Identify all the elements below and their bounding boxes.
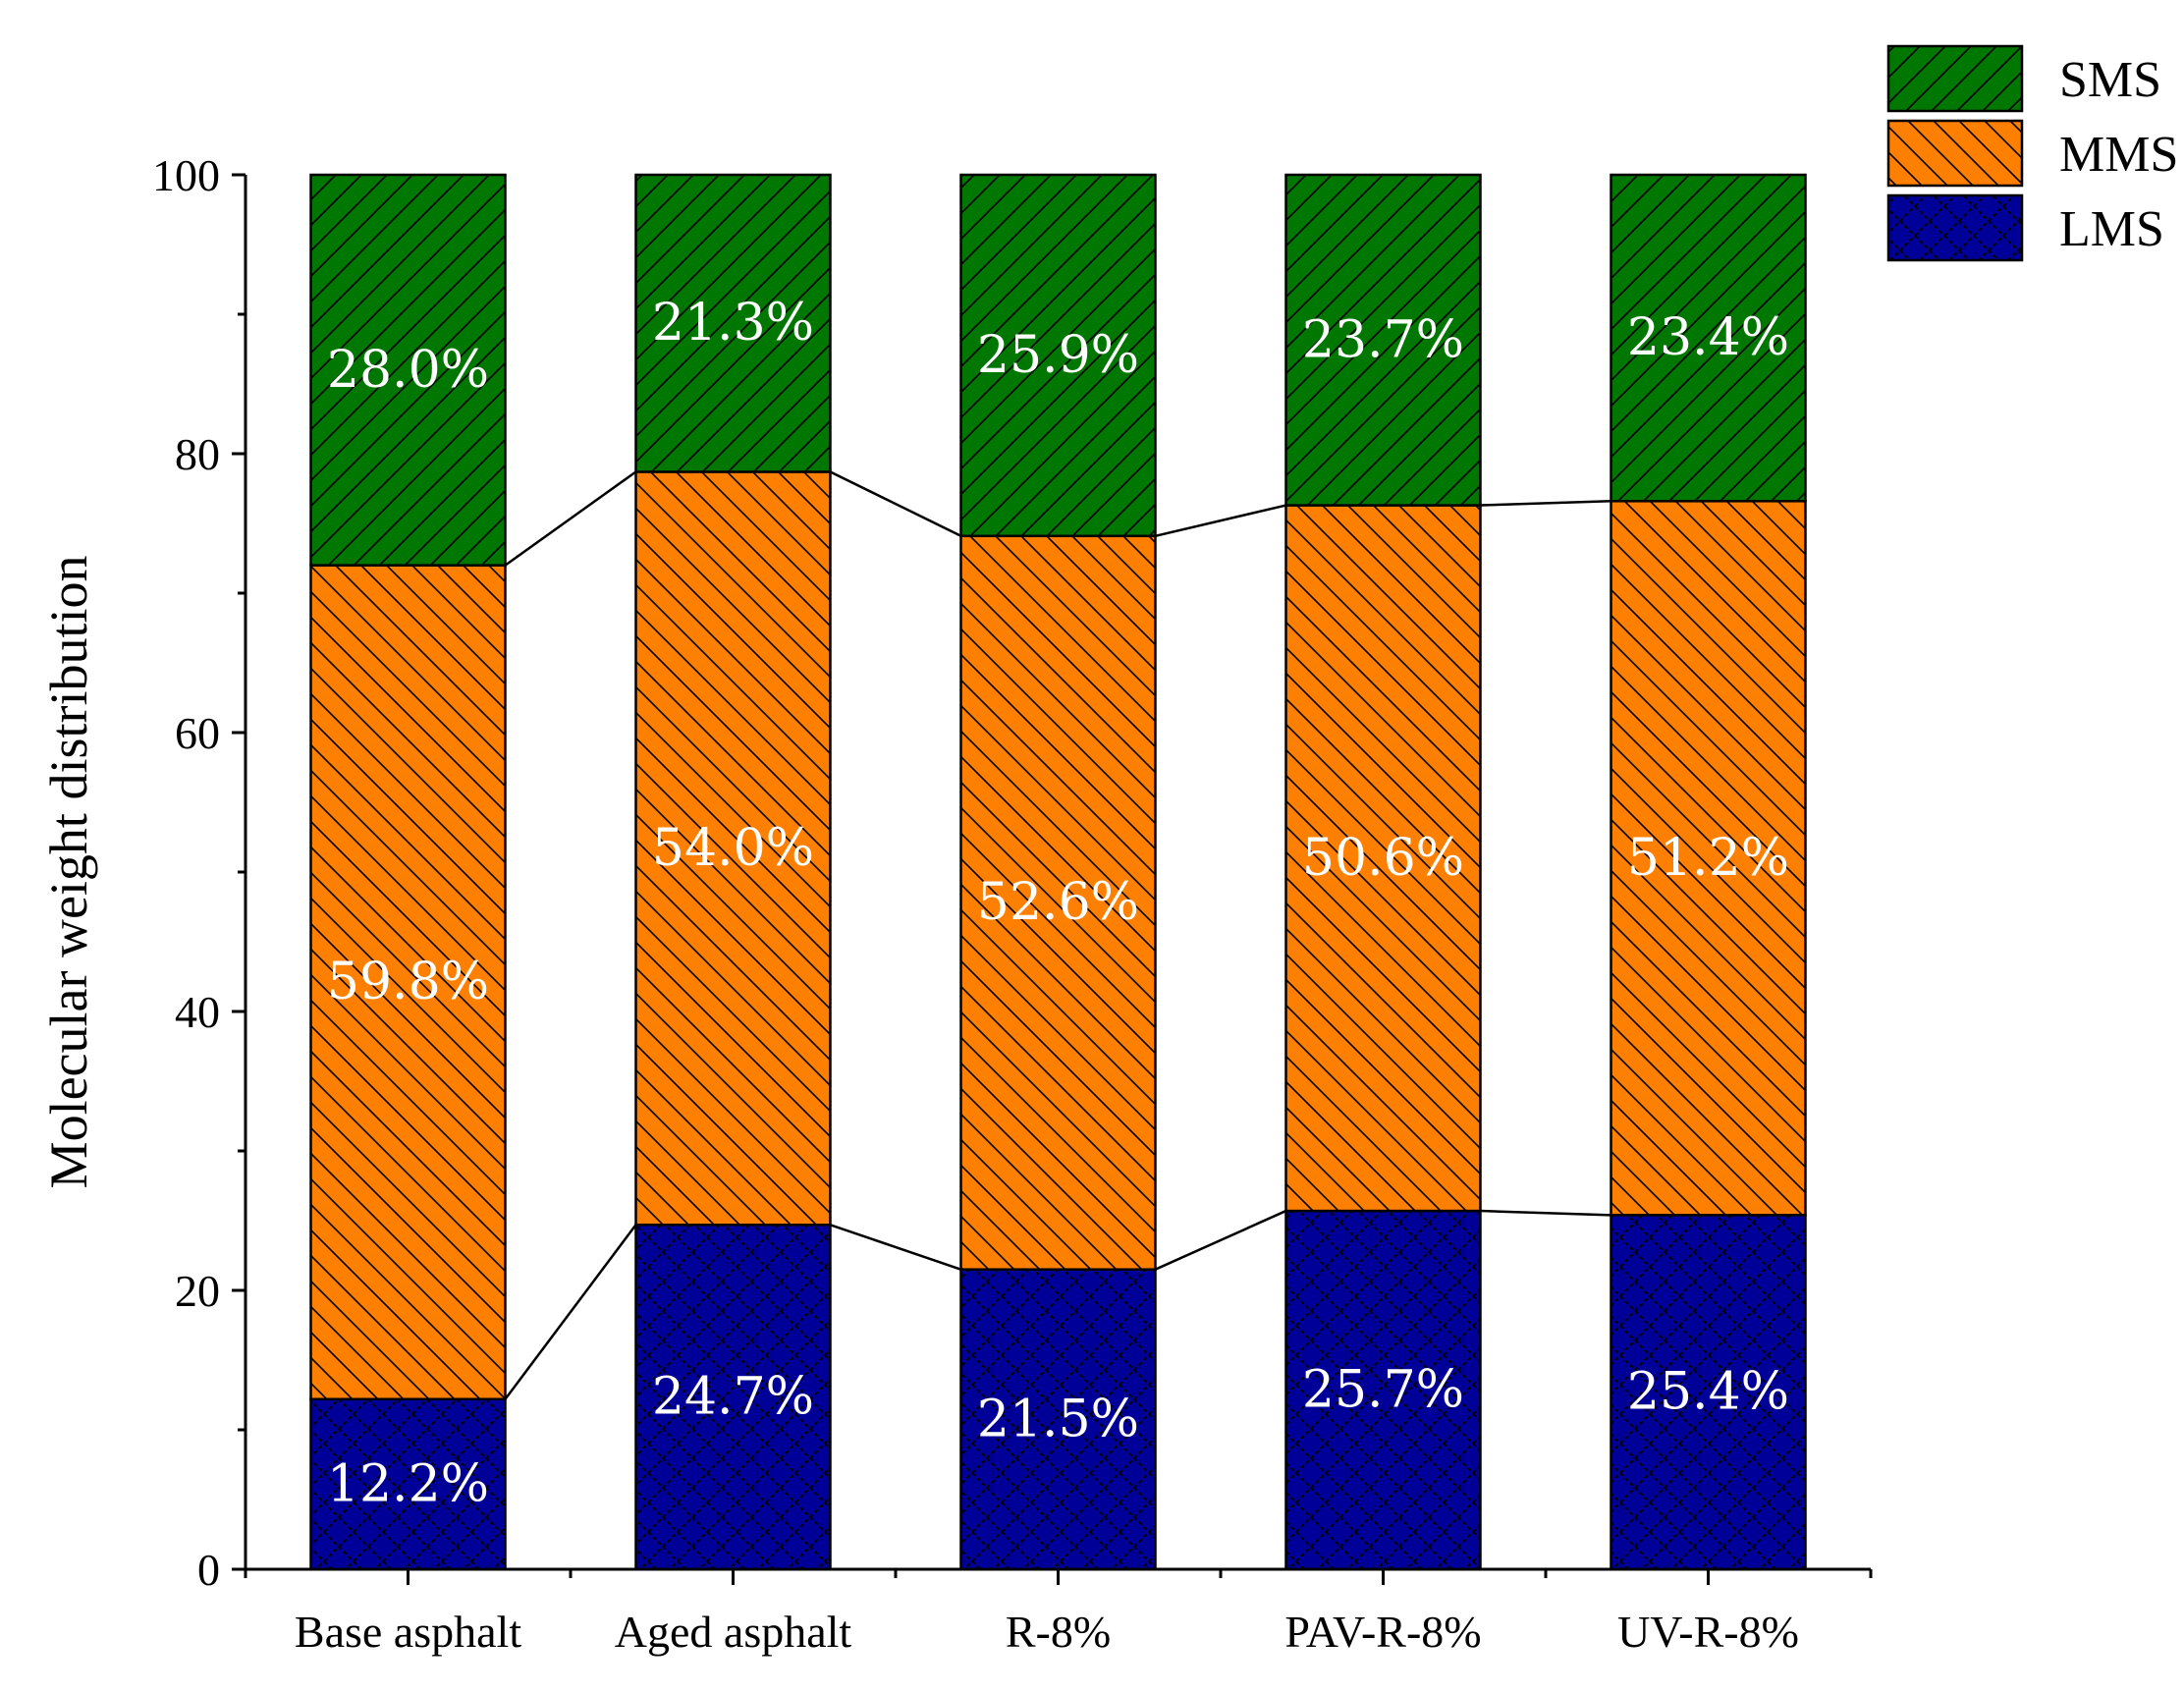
data-label-lms-3: 21.5%	[977, 1390, 1139, 1448]
y-tick-label: 100	[152, 150, 220, 200]
y-tick-label: 20	[175, 1266, 220, 1316]
legend-swatch-sms	[1886, 44, 2024, 113]
bar-mms-1	[309, 564, 507, 1401]
bar-mms-4	[1284, 504, 1482, 1213]
data-label-mms-5: 51.2%	[1627, 829, 1789, 888]
y-tick-label: 60	[175, 708, 220, 758]
bar-sms-4	[1284, 173, 1482, 507]
connector-line	[1155, 504, 1286, 537]
bar-lms-4	[1284, 1209, 1482, 1571]
data-label-sms-2: 21.3%	[652, 294, 814, 353]
data-label-mms-3: 52.6%	[977, 873, 1139, 932]
connector-line	[504, 470, 637, 567]
legend-label-sms: SMS	[2059, 52, 2161, 108]
y-tick-label: 40	[175, 987, 220, 1037]
connector-line	[829, 470, 962, 537]
x-tick-label: R-8%	[1006, 1607, 1111, 1657]
data-label-sms-1: 28.0%	[327, 341, 489, 400]
x-tick-label: PAV-R-8%	[1284, 1607, 1481, 1657]
y-tick-label: 80	[175, 429, 220, 479]
x-tick-label: Base asphalt	[295, 1607, 521, 1657]
x-tick-label: UV-R-8%	[1617, 1607, 1799, 1657]
legend: SMS MMS LMS	[1886, 44, 2178, 262]
data-label-lms-5: 25.4%	[1627, 1363, 1789, 1422]
bar-lms-1	[309, 1397, 507, 1571]
connector-line	[1480, 500, 1611, 507]
connector-line	[504, 1224, 637, 1400]
axes: 0 20 40 60 80 100 Base asphalt Aged asphalt R-8%…	[39, 150, 1873, 1657]
data-label-sms-4: 23.7%	[1302, 310, 1464, 369]
data-label-lms-2: 24.7%	[652, 1368, 814, 1427]
y-tick-label: 0	[197, 1545, 220, 1595]
bar-sms-3	[959, 173, 1157, 538]
connector-line	[1154, 1209, 1287, 1271]
connector-line	[1480, 1209, 1611, 1217]
bar-lms-5	[1610, 1214, 1807, 1571]
data-label-mms-4: 50.6%	[1302, 829, 1464, 888]
legend-label-mms: MMS	[2059, 127, 2178, 183]
y-axis-title: Molecular weight distribution	[39, 556, 98, 1189]
legend-swatch-lms	[1886, 193, 2024, 262]
bars	[309, 173, 1807, 1571]
data-label-lms-1: 12.2%	[327, 1454, 489, 1513]
bar-sms-5	[1610, 173, 1807, 503]
data-label-mms-2: 54.0%	[652, 819, 814, 878]
legend-label-lms: LMS	[2059, 201, 2164, 257]
data-labels: 12.2% 59.8% 28.0% 24.7% 54.0% 21.3% 21.5% 52.6%…	[327, 294, 1789, 1513]
bar-sms-1	[309, 173, 507, 567]
x-tick-label: Aged asphalt	[615, 1607, 852, 1657]
data-label-sms-5: 23.4%	[1627, 308, 1789, 367]
bar-lms-2	[634, 1224, 832, 1571]
legend-swatch-mms	[1886, 119, 2024, 188]
data-label-lms-4: 25.7%	[1302, 1361, 1464, 1420]
data-label-mms-1: 59.8%	[327, 953, 489, 1011]
data-label-sms-3: 25.9%	[977, 326, 1139, 385]
bar-mms-3	[959, 534, 1157, 1271]
bar-mms-2	[634, 470, 832, 1227]
connector-line	[830, 1224, 961, 1271]
connector-lines	[504, 470, 1611, 1400]
bar-sms-2	[634, 173, 832, 473]
